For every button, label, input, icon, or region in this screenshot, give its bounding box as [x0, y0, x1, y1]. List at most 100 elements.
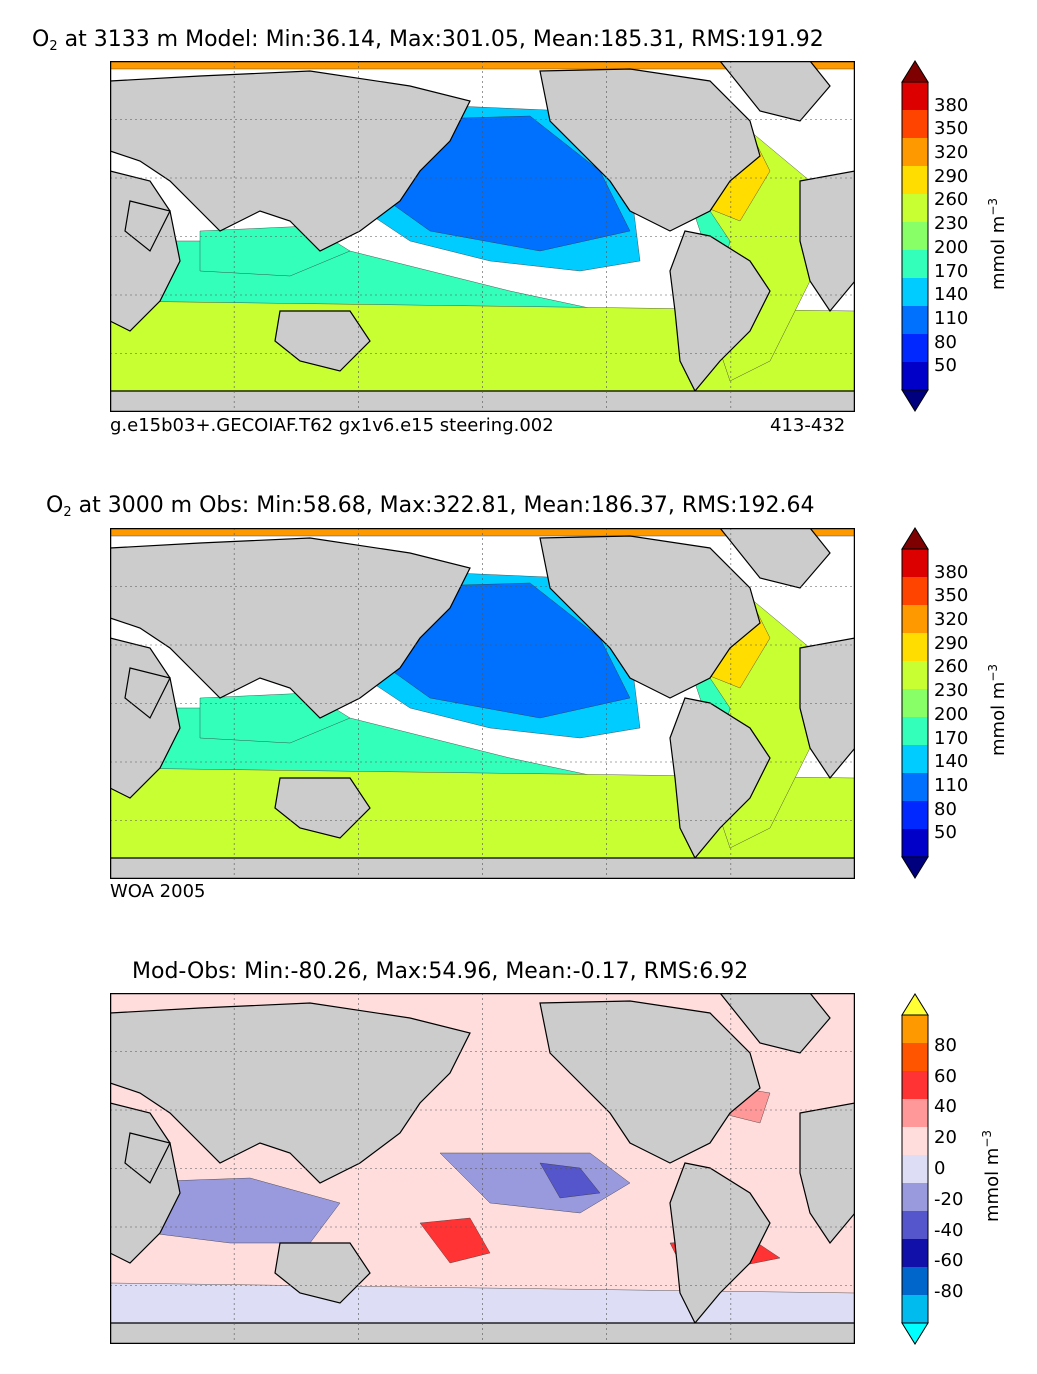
land-mass [274, 310, 371, 372]
colorbar-segment [902, 362, 928, 390]
colorbar-tick-label: 290 [934, 632, 969, 654]
colorbar-tick-label: 230 [934, 680, 969, 702]
colorbar-tick-label: 380 [934, 561, 969, 583]
colorbar-tick-label: -60 [934, 1250, 964, 1272]
land-mass [799, 1102, 855, 1245]
panel1-colorbar-unit: mmol m−3 [986, 198, 1009, 290]
colorbar-tick-label: -80 [934, 1281, 964, 1303]
land-mass [110, 70, 471, 252]
land-mass [669, 697, 771, 860]
colorbar-segment [902, 278, 928, 306]
colorbar-extend-high [901, 527, 929, 550]
colorbar-tick-label: 50 [934, 822, 957, 844]
colorbar-tick-label: 110 [934, 307, 969, 329]
map-frame [110, 61, 855, 412]
colorbar-tick-label: 200 [934, 236, 969, 258]
land-mass [799, 170, 855, 313]
colorbar-tick-label: 350 [934, 118, 969, 140]
panel1-title-sub: 2 [49, 39, 58, 54]
colorbar-tick-label: 20 [934, 1127, 957, 1149]
panel2-title-rest: at 3000 m Obs: Min:58.68, Max:322.81, Me… [71, 493, 815, 518]
colorbar-segment [902, 1239, 928, 1267]
colorbar-tick-label: -20 [934, 1188, 964, 1210]
panel1-map [110, 61, 855, 412]
panel2-title-prefix: O [46, 493, 64, 518]
land-mass [124, 667, 171, 719]
land-mass [124, 1132, 171, 1184]
colorbar-extend-high [901, 993, 929, 1016]
strong-negative-anomaly [539, 1162, 601, 1199]
colorbar-segment [902, 661, 928, 689]
panel2-unit-text: mmol m [988, 681, 1009, 756]
colorbar-segment [902, 829, 928, 857]
arctic-region [110, 61, 855, 70]
colorbar-tick-label: 200 [934, 703, 969, 725]
panel2-title: O2 at 3000 m Obs: Min:58.68, Max:322.81,… [46, 493, 814, 520]
colorbar-tick-label: 50 [934, 355, 957, 377]
colorbar-segment [902, 138, 928, 166]
colorbar-segment [902, 801, 928, 829]
panel3-unit-exp: −3 [980, 1129, 994, 1148]
negative-anomaly-pacific [439, 1152, 631, 1214]
colorbar-tick-label: 140 [934, 751, 969, 773]
colorbar-segment [902, 1155, 928, 1183]
colorbar-extend-high [901, 60, 929, 83]
panel3-unit-text: mmol m [982, 1147, 1003, 1222]
land-mass [110, 1002, 471, 1184]
colorbar-tick-label: 80 [934, 331, 957, 353]
colorbar-segment [902, 773, 928, 801]
colorbar-tick-label: 260 [934, 656, 969, 678]
colorbar-segment [902, 250, 928, 278]
colorbar-segment [902, 306, 928, 334]
colorbar-segment [902, 577, 928, 605]
colorbar-segment [902, 633, 928, 661]
panel1-colorbar [901, 60, 929, 412]
panel3-map [110, 993, 855, 1344]
land-mass [719, 61, 831, 122]
land-mass [669, 1162, 771, 1325]
land-mass [669, 230, 771, 393]
panel2-footer-left: WOA 2005 [110, 881, 206, 902]
panel3-colorbar-unit: mmol m−3 [980, 1130, 1003, 1222]
colorbar-segment [902, 194, 928, 222]
colorbar-segment [902, 689, 928, 717]
panel1-unit-text: mmol m [988, 215, 1009, 290]
land-mass [110, 537, 471, 719]
land-mass [719, 528, 831, 589]
colorbar-segment [902, 717, 928, 745]
land-mass [719, 993, 831, 1054]
colorbar-tick-label: 230 [934, 213, 969, 235]
panel1-title: O2 at 3133 m Model: Min:36.14, Max:301.0… [32, 27, 824, 54]
colorbar-tick-label: 170 [934, 727, 969, 749]
panel2-colorbar [901, 527, 929, 879]
colorbar-frame [901, 1014, 929, 1324]
colorbar-segment [902, 1295, 928, 1323]
colorbar-segment [902, 745, 928, 773]
colorbar-segment [902, 1183, 928, 1211]
colorbar-tick-label: 320 [934, 142, 969, 164]
panel1-title-rest: at 3133 m Model: Min:36.14, Max:301.05, … [57, 27, 824, 52]
panel2-colorbar-unit: mmol m−3 [986, 664, 1009, 756]
colorbar-extend-low [901, 856, 929, 879]
colorbar-tick-label: 140 [934, 284, 969, 306]
positive-anomaly-tasman [419, 1217, 491, 1264]
panel2-map [110, 528, 855, 879]
land-mass [539, 1000, 761, 1164]
map-frame [110, 528, 855, 879]
land-mass [274, 777, 371, 839]
colorbar-segment [902, 166, 928, 194]
colorbar-segment [902, 1043, 928, 1071]
colorbar-tick-label: -40 [934, 1219, 964, 1241]
colorbar-extend-low [901, 1322, 929, 1345]
colorbar-segment [902, 549, 928, 577]
colorbar-extend-low [901, 389, 929, 412]
land-mass [274, 1242, 371, 1304]
colorbar-segment [902, 82, 928, 110]
colorbar-tick-label: 350 [934, 585, 969, 607]
panel1-footer-left: g.e15b03+.GECOIAF.T62 gx1v6.e15 steering… [110, 415, 554, 436]
arctic-region [110, 528, 855, 537]
land-mass [799, 637, 855, 780]
colorbar-frame [901, 81, 929, 391]
colorbar-tick-label: 110 [934, 774, 969, 796]
panel1-title-prefix: O [32, 27, 50, 52]
